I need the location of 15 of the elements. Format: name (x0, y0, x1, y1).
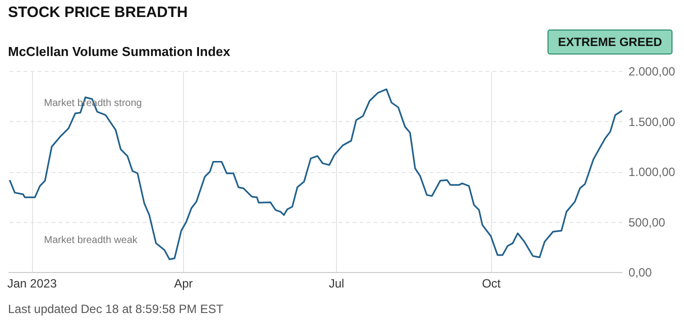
x-tick-label: Oct (482, 276, 502, 290)
y-tick-label: 500,00 (628, 215, 666, 230)
y-tick-label: 0,00 (628, 266, 652, 280)
line-series (8, 88, 623, 260)
chart-subtitle: McClellan Volume Summation Index (8, 44, 232, 59)
annotation: Market breadth weak (44, 235, 138, 246)
text: EXTREME GREED (558, 35, 662, 49)
chart-title: STOCK PRICE BREADTH (8, 4, 188, 21)
x-tick-label: Apr (174, 276, 193, 290)
x-tick-label: Jan 2023 (7, 276, 58, 290)
text: Last updated Dec 18 at 8:59:58 PM EST (8, 302, 224, 316)
y-tick-label: 2.000,00 (628, 64, 676, 78)
y-tick-label: 1.500,00 (628, 114, 676, 129)
y-tick-label: 1.000,00 (628, 165, 676, 179)
x-tick-label: Jul (328, 276, 344, 290)
